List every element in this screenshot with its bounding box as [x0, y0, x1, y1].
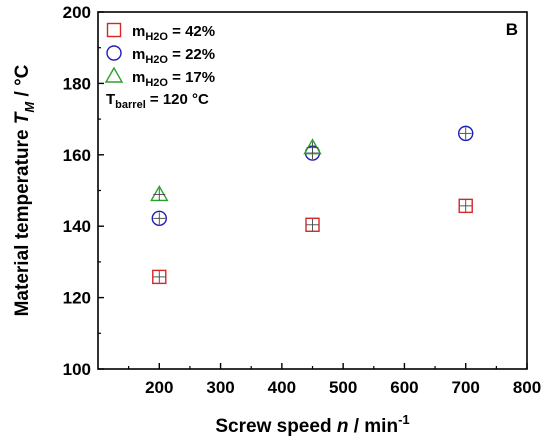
- x-tick-label: 800: [513, 378, 541, 397]
- x-tick-label: 200: [145, 378, 173, 397]
- legend-rest: = 42%: [168, 23, 215, 40]
- x-axis-label-var: n: [337, 416, 349, 437]
- legend-rest: = 22%: [168, 46, 215, 63]
- annotation-sub: barrel: [115, 99, 146, 111]
- x-axis-label-unit: / min: [348, 416, 398, 437]
- y-tick-label: 120: [63, 289, 91, 308]
- x-tick-label: 300: [206, 378, 234, 397]
- legend-entry: mH2O = 22%: [132, 46, 215, 66]
- annotation-base: T: [106, 91, 115, 108]
- x-tick-label: 600: [390, 378, 418, 397]
- square-data-point: [305, 217, 320, 232]
- y-tick-label: 200: [63, 3, 91, 22]
- x-axis-label-sup: -1: [398, 412, 410, 427]
- x-tick-label: 500: [329, 378, 357, 397]
- annotation-rest: = 120 °C: [146, 91, 209, 108]
- legend: mH2O = 42%mH2O = 22%mH2O = 17%: [104, 22, 215, 89]
- x-tick-label: 400: [268, 378, 296, 397]
- x-axis-label: Screw speed n / min-1: [215, 412, 409, 437]
- axis-ticks: 200 300 400 500 600 700 800 100 120 140 160 180 200: [63, 3, 542, 397]
- legend-base: m: [132, 23, 145, 40]
- circle-data-point: [151, 210, 167, 227]
- legend-base: m: [132, 69, 145, 86]
- square-data-point: [458, 198, 473, 214]
- y-axis-label: Material temperature TM / °C: [12, 64, 37, 316]
- y-axis-label-unit: / °C: [12, 64, 33, 101]
- y-tick-label: 160: [63, 146, 91, 165]
- legend-square-marker: [106, 22, 122, 38]
- panel-label: B: [506, 20, 518, 39]
- triangle-data-point: [150, 185, 169, 202]
- x-tick-label: 700: [452, 378, 480, 397]
- legend-sub: H2O: [145, 54, 168, 66]
- legend-sub: H2O: [145, 31, 168, 43]
- square-data-point: [152, 269, 167, 285]
- triangle-data-point: [303, 138, 322, 155]
- y-axis-label-main: Material temperature: [12, 124, 33, 316]
- y-axis-label-var: T: [12, 111, 33, 124]
- y-tick-label: 180: [63, 74, 91, 93]
- legend-circle-marker: [106, 45, 122, 61]
- x-axis-label-main: Screw speed: [215, 416, 336, 437]
- legend-entry: mH2O = 42%: [132, 23, 215, 43]
- y-axis-label-sub: M: [22, 101, 37, 113]
- legend-triangle-marker: [104, 66, 124, 83]
- y-tick-label: 100: [63, 360, 91, 379]
- legend-entry: mH2O = 17%: [132, 69, 215, 89]
- data-points: [150, 125, 474, 285]
- legend-rest: = 17%: [168, 69, 215, 86]
- legend-base: m: [132, 46, 145, 63]
- circle-data-point: [458, 125, 474, 142]
- legend-sub: H2O: [145, 77, 168, 89]
- y-tick-label: 140: [63, 217, 91, 236]
- barrel-temperature-annotation: Tbarrel = 120 °C: [106, 91, 209, 111]
